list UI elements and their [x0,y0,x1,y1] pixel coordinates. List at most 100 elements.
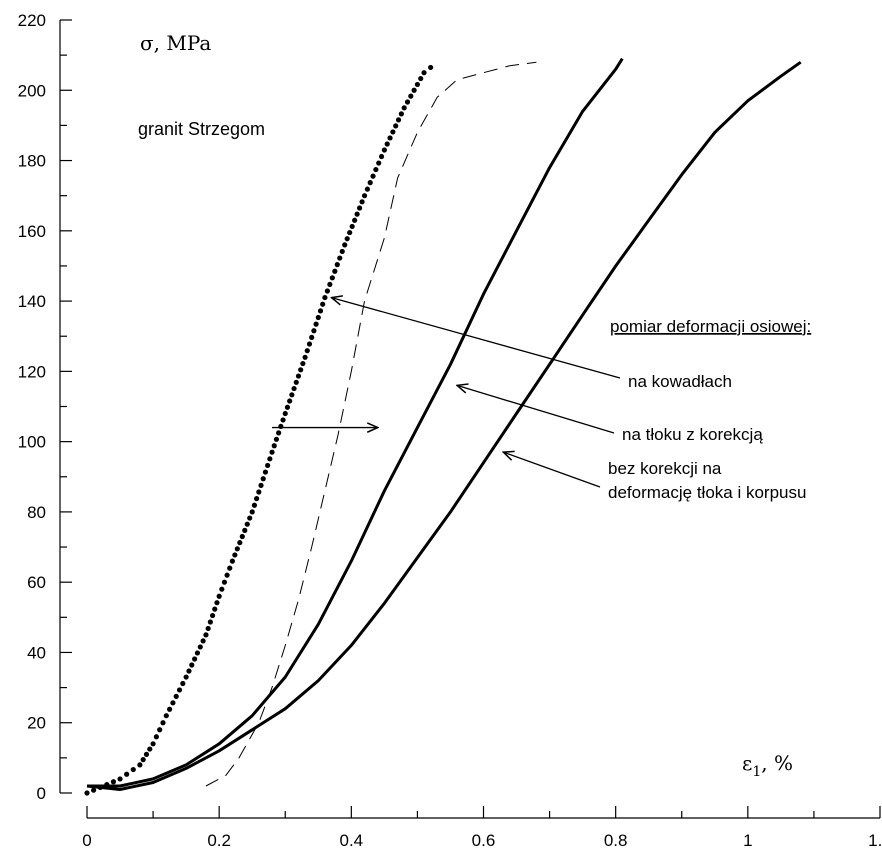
series-kowadla-point [117,776,123,782]
series-kowadla-point [322,294,328,301]
x-tick-label: 0 [82,831,91,850]
y-tick-label: 200 [18,81,46,100]
series-kowadla-point [242,527,248,533]
series-kowadla-point [309,334,315,340]
series-kowadla-point [361,193,368,199]
series-kowadla-point [224,572,230,578]
series-kowadla-point [373,166,379,173]
series-kowadla-point [344,236,350,242]
series-kowadla-point [334,262,340,268]
series-kowadla-point [280,417,286,423]
series-kowadla-point [192,656,198,662]
series-kowadla-point [197,644,203,650]
annotation-na-kowadlach: na kowadłach [628,372,732,391]
x-tick-label: 0.4 [340,831,364,850]
series-kowadla-point [408,93,414,99]
series-kowadla-point [393,123,399,129]
series-kowadla-point [276,430,282,436]
series-kowadla-point [84,790,90,796]
y-tick-label: 180 [18,152,46,171]
series-kowadla-point [428,64,434,71]
series-kowadla-point [254,496,260,502]
series-kowadla-point [167,706,173,712]
series-kowadla-point [251,502,258,508]
x-axis-title: ε1, % [742,751,793,780]
y-tick-label: 120 [18,362,46,381]
series-kowadla-point [293,379,299,385]
series-kowadla-point [352,217,358,223]
series-kowadla-point [289,392,295,398]
series-kowadla-point [170,700,176,706]
series-kowadla-point [209,612,216,619]
series-kowadla-point [337,255,343,261]
series-kowadla-point [298,367,304,373]
series-kowadla-point [160,720,166,726]
series-kowadla-point [347,229,353,236]
series-kowadla-point [367,180,373,186]
series-kowadla-point [329,275,335,281]
series-kowadla-point [370,173,376,179]
series-kowadla-point [411,87,417,93]
series-kowadla-point [258,482,264,488]
series-kowadla-point [110,779,117,785]
material-label: granit Strzegom [138,119,265,139]
series-kowadla-point [339,248,345,255]
series-kowadla-point [364,186,370,192]
series-kowadla-point [147,746,153,752]
annotation-bez-korekcji-2: deformację tłoka i korpusu [608,483,806,502]
series-kowadla-point [376,160,382,166]
series-kowadla-point [219,586,225,592]
series-kowadla-point [239,533,245,540]
series-kowadla-point [180,680,186,687]
annotation-arrow [457,385,615,434]
series-kowadla-point [234,546,240,552]
series-kowadla-point [315,314,321,321]
series-kowadla-point [214,600,220,606]
series-kowadla-point [304,348,310,354]
series-kowadla-point [302,354,308,360]
series-kowadla-point [421,70,427,76]
series-kowadla-point [311,328,317,334]
series-kowadla-point [282,410,288,417]
series-kowadla-point [284,404,291,410]
series-kowadla-point [384,141,390,147]
series-kowadla-point [320,301,326,307]
series-kowadla-point [395,117,402,123]
series-kowadla-point [390,129,396,135]
y-tick-label: 80 [27,503,46,522]
y-tick-label: 160 [18,222,46,241]
series-kowadla-point [227,565,233,571]
series-kowadla-point [267,456,273,462]
series-kowadla-point [356,205,363,211]
series-kowadla-point [313,321,319,327]
series-kowadla-point [124,771,130,777]
annotation-bez-korekcji-1: bez korekcji na [608,459,722,478]
series-kowadla-point [194,650,201,656]
series-kowadla-point [342,242,348,248]
y-tick-label: 20 [27,714,46,733]
series-kowadla-point [260,476,266,482]
y-tick-label: 40 [27,643,46,662]
series-kowadla-point [381,147,387,153]
annotation-arrow [332,298,621,379]
y-tick-label: 100 [18,433,46,452]
series-kowadla-point [244,521,250,527]
annotation-na-tloku: na tłoku z korekcją [622,425,763,444]
series-kowadla-point [200,638,206,644]
series-kowadla-point [265,462,271,469]
y-axis-title: σ, MPa [140,31,211,55]
series-layer [84,57,802,796]
series-kowadla-point [189,662,195,668]
series-kowadla-point [205,625,211,632]
series-kowadla-point [387,135,393,141]
series-kowadla-point [229,558,235,564]
series-solid-line-3 [86,60,802,791]
series-kowadla-point [262,469,269,475]
x-tick-label: 0.6 [472,831,496,850]
series-kowadla-point [173,693,179,699]
series-kowadla-point [232,552,238,558]
series-kowadla-point [291,385,297,392]
series-kowadla-point [295,373,302,379]
series-kowadla-point [186,668,192,674]
series-kowadla-point [418,75,424,82]
